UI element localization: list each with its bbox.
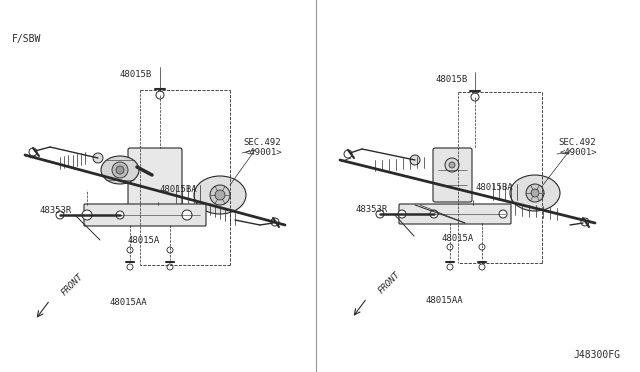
Circle shape: [127, 264, 133, 270]
Text: 48015AA: 48015AA: [425, 296, 463, 305]
Circle shape: [215, 190, 225, 200]
Circle shape: [210, 185, 230, 205]
FancyBboxPatch shape: [84, 204, 206, 226]
Text: 48015A: 48015A: [442, 234, 474, 243]
Circle shape: [344, 150, 352, 158]
Circle shape: [445, 158, 459, 172]
Text: 48015AA: 48015AA: [110, 298, 148, 307]
Ellipse shape: [194, 176, 246, 214]
Text: 48015BA: 48015BA: [475, 183, 513, 192]
Circle shape: [531, 189, 539, 197]
Circle shape: [471, 93, 479, 101]
Circle shape: [93, 153, 103, 163]
Circle shape: [430, 210, 438, 218]
Circle shape: [112, 162, 128, 178]
Circle shape: [410, 155, 420, 165]
Circle shape: [447, 244, 453, 250]
FancyBboxPatch shape: [399, 204, 511, 224]
Circle shape: [182, 210, 192, 220]
Circle shape: [127, 247, 133, 253]
Circle shape: [526, 184, 544, 202]
Circle shape: [29, 148, 37, 156]
Circle shape: [82, 210, 92, 220]
Text: 48353R: 48353R: [40, 206, 72, 215]
Text: SEC.492: SEC.492: [243, 138, 280, 147]
Circle shape: [449, 162, 455, 168]
Circle shape: [447, 264, 453, 270]
Circle shape: [167, 264, 173, 270]
Circle shape: [398, 210, 406, 218]
Circle shape: [479, 244, 485, 250]
Circle shape: [116, 166, 124, 174]
Text: 48015A: 48015A: [127, 236, 159, 245]
Text: 48015BA: 48015BA: [160, 185, 198, 194]
Text: 48353R: 48353R: [355, 205, 387, 214]
Text: J48300FG: J48300FG: [573, 350, 620, 360]
Text: <49001>: <49001>: [245, 148, 283, 157]
Ellipse shape: [510, 175, 560, 211]
FancyBboxPatch shape: [433, 148, 472, 202]
Circle shape: [581, 218, 589, 226]
Circle shape: [499, 210, 507, 218]
Text: FRONT: FRONT: [377, 270, 403, 295]
Text: 48015B: 48015B: [435, 75, 467, 84]
Circle shape: [156, 91, 164, 99]
Text: <49001>: <49001>: [560, 148, 598, 157]
Text: FRONT: FRONT: [60, 272, 85, 297]
Circle shape: [271, 218, 279, 226]
Ellipse shape: [101, 156, 139, 184]
Circle shape: [56, 211, 64, 219]
Circle shape: [167, 247, 173, 253]
Text: F/SBW: F/SBW: [12, 34, 42, 44]
Text: 48015B: 48015B: [120, 70, 152, 79]
Circle shape: [376, 210, 384, 218]
Text: SEC.492: SEC.492: [558, 138, 596, 147]
Circle shape: [479, 264, 485, 270]
Circle shape: [116, 211, 124, 219]
FancyBboxPatch shape: [128, 148, 182, 207]
